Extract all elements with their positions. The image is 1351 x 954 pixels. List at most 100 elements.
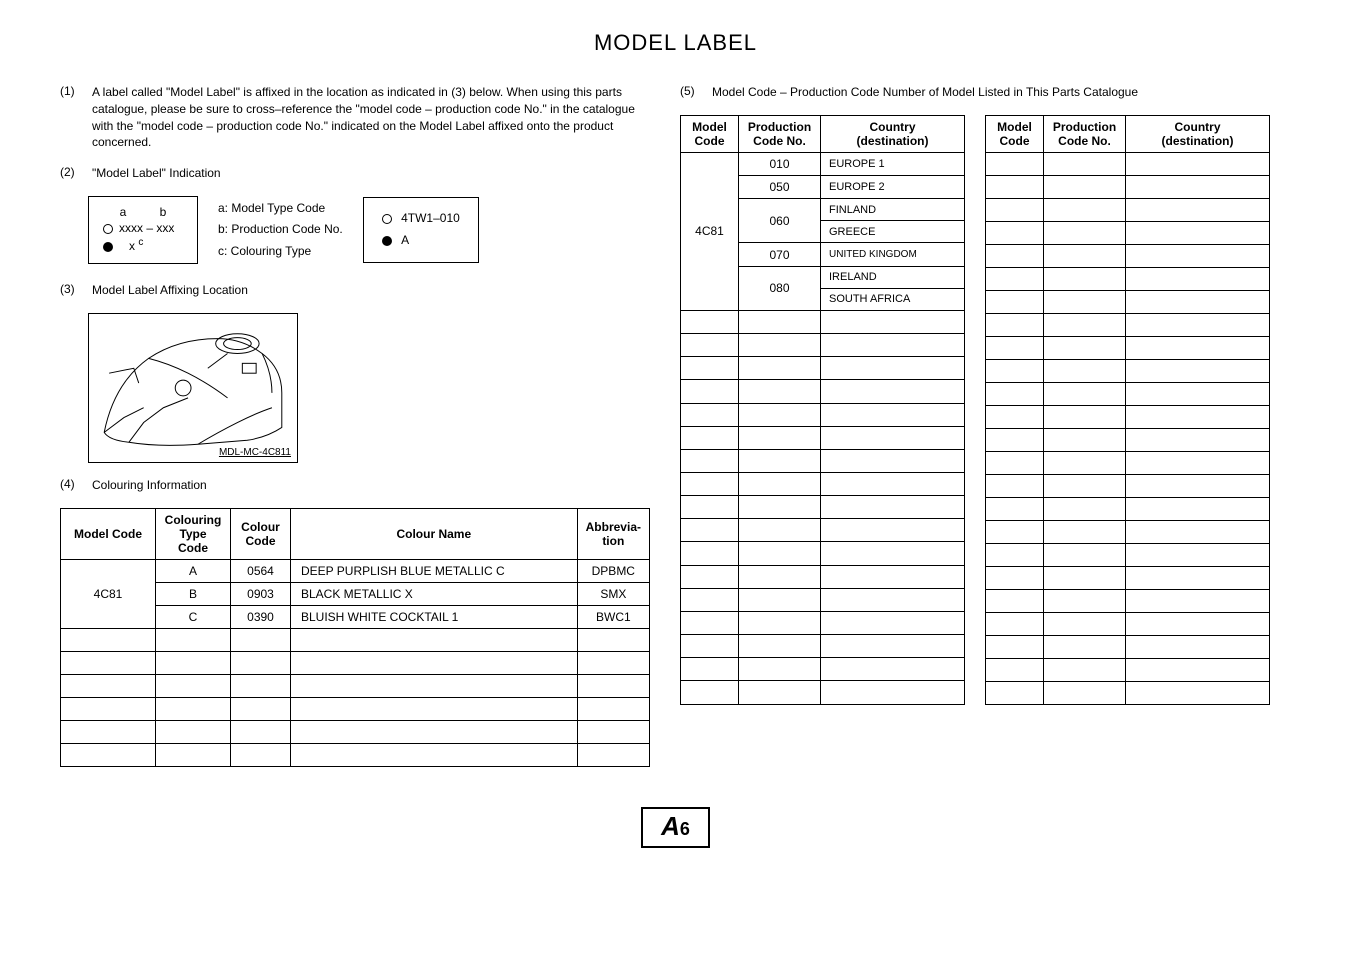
cell-empty	[1044, 612, 1126, 635]
section-1: (1) A label called "Model Label" is affi…	[60, 84, 650, 151]
cell-empty	[986, 221, 1044, 244]
cell-empty	[61, 651, 156, 674]
cell-empty	[61, 628, 156, 651]
table-row-empty	[681, 611, 965, 634]
table-row-empty	[986, 589, 1270, 612]
cell-empty	[1044, 451, 1126, 474]
cell-empty	[681, 380, 739, 403]
table-row-empty	[986, 497, 1270, 520]
cell-empty	[291, 674, 578, 697]
cell-empty	[986, 405, 1044, 428]
cell-empty	[1126, 336, 1270, 359]
cell-empty	[156, 674, 231, 697]
cell-empty	[739, 357, 821, 380]
cell-empty	[291, 697, 578, 720]
cell-empty	[681, 426, 739, 449]
circle-open-icon	[382, 214, 392, 224]
cell-empty	[681, 519, 739, 542]
cell-empty	[739, 565, 821, 588]
cell-empty	[1126, 566, 1270, 589]
section-3: (3) Model Label Affixing Location	[60, 282, 650, 299]
label-b: b	[143, 205, 183, 219]
cell-empty	[1126, 152, 1270, 175]
cell-empty	[986, 198, 1044, 221]
cell: B	[156, 582, 231, 605]
cell-empty	[739, 519, 821, 542]
cell-empty	[821, 449, 965, 472]
sec1-text: A label called "Model Label" is affixed …	[92, 84, 650, 151]
page-num: 6	[680, 819, 690, 839]
cell-empty	[986, 290, 1044, 313]
cell-empty	[1044, 566, 1126, 589]
cell-empty	[681, 310, 739, 333]
cell-empty	[577, 743, 649, 766]
sec4-num: (4)	[60, 477, 92, 494]
table-row-empty	[681, 403, 965, 426]
cell-empty	[739, 310, 821, 333]
cell-country: FINLAND	[821, 199, 965, 221]
cell-empty	[821, 426, 965, 449]
cell-empty	[577, 628, 649, 651]
label-x: x	[129, 239, 135, 253]
cell-empty	[986, 359, 1044, 382]
cell-country: EUROPE 2	[821, 175, 965, 198]
cell-empty	[577, 674, 649, 697]
cell-empty	[1126, 198, 1270, 221]
cell-empty	[986, 543, 1044, 566]
cell-prod: 010	[739, 152, 821, 175]
cell-empty	[1126, 612, 1270, 635]
table-row-empty	[681, 565, 965, 588]
cell-country: GREECE	[821, 221, 965, 243]
cell-empty	[821, 519, 965, 542]
cell-empty	[1126, 681, 1270, 704]
cell-empty	[986, 152, 1044, 175]
cell-colour-name: BLACK METALLIC X	[291, 582, 578, 605]
cell-empty	[1126, 520, 1270, 543]
th-prod: ProductionCode No.	[739, 115, 821, 152]
cell-empty	[681, 403, 739, 426]
table-row-empty	[986, 244, 1270, 267]
cell-empty	[821, 681, 965, 704]
cell-empty	[1044, 520, 1126, 543]
sec2-row: ab xxxx – xxx x c a: Model Type Code b: …	[88, 196, 650, 264]
cell-model-code: 4C81	[681, 152, 739, 310]
cell-empty	[156, 628, 231, 651]
cell-empty	[821, 403, 965, 426]
table-row-empty	[681, 426, 965, 449]
table-row-empty	[681, 449, 965, 472]
sec2-text: "Model Label" Indication	[92, 165, 650, 182]
table-row-empty	[986, 428, 1270, 451]
cell-empty	[577, 651, 649, 674]
cell-empty	[739, 426, 821, 449]
table-row-empty	[681, 310, 965, 333]
cell-empty	[739, 403, 821, 426]
th-country: Country(destination)	[821, 115, 965, 152]
cell-empty	[821, 310, 965, 333]
th-colouring-type: ColouringType Code	[156, 508, 231, 559]
table-row-empty	[986, 474, 1270, 497]
cell-empty	[1044, 175, 1126, 198]
cell-empty	[1044, 589, 1126, 612]
cell-empty	[986, 612, 1044, 635]
cell-country: EUROPE 1	[821, 152, 965, 175]
key-list: a: Model Type Code b: Production Code No…	[218, 198, 343, 263]
cell-country: SOUTH AFRICA	[821, 288, 965, 310]
cell-empty	[1044, 681, 1126, 704]
table-row-empty	[681, 658, 965, 681]
cell-empty	[986, 267, 1044, 290]
cell-empty	[1126, 382, 1270, 405]
circle-filled-icon	[103, 242, 113, 252]
cell-prod: 050	[739, 175, 821, 198]
sec5-num: (5)	[680, 84, 712, 101]
table-row-empty	[986, 543, 1270, 566]
cell-empty	[1126, 451, 1270, 474]
cell-empty	[986, 175, 1044, 198]
table-row-empty	[986, 566, 1270, 589]
sec2-num: (2)	[60, 165, 92, 182]
cell-prod: 080	[739, 266, 821, 310]
th-colour-name: Colour Name	[291, 508, 578, 559]
sec1-num: (1)	[60, 84, 92, 151]
cell-empty	[231, 628, 291, 651]
cell-empty	[231, 674, 291, 697]
cell: 0564	[231, 559, 291, 582]
